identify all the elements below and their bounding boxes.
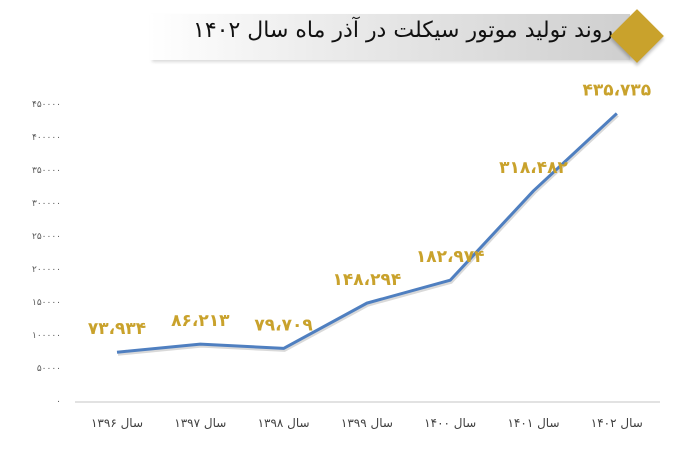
data-label: ۱۴۸،۲۹۴	[333, 270, 402, 290]
y-tick-label: ۳۰۰۰۰۰	[32, 199, 61, 209]
x-tick-label: سال ۱۴۰۰	[424, 416, 476, 430]
y-tick-label: ۴۵۰۰۰۰	[32, 100, 61, 110]
x-tick-label: سال ۱۳۹۶	[91, 416, 143, 430]
chart-title: روند تولید موتور سیکلت در آذر ماه سال ۱۴…	[193, 18, 613, 43]
series-line-shadow	[117, 114, 619, 356]
data-label: ۴۳۵،۷۳۵	[582, 80, 651, 100]
x-tick-label: سال ۱۳۹۹	[341, 416, 393, 430]
data-label: ۱۸۲،۹۷۴	[416, 247, 485, 267]
y-tick-label: ۲۰۰۰۰۰	[32, 265, 61, 275]
x-tick-label: سال ۱۴۰۲	[591, 416, 643, 430]
x-tick-label: سال ۱۴۰۱	[507, 416, 559, 430]
y-tick-label: ۴۰۰۰۰۰	[32, 133, 61, 143]
title-banner	[150, 14, 630, 60]
data-label: ۳۱۸،۴۸۲	[499, 158, 568, 178]
data-label: ۷۹،۷۰۹	[254, 315, 313, 335]
x-tick-label: سال ۱۳۹۸	[258, 416, 310, 430]
data-label: ۷۳،۹۳۴	[88, 319, 146, 339]
x-tick-label: سال ۱۳۹۷	[174, 416, 226, 430]
y-tick-label: ۱۰۰۰۰۰	[32, 331, 61, 341]
y-tick-label: ۱۵۰۰۰۰	[32, 298, 61, 308]
y-tick-label: ۲۵۰۰۰۰	[32, 232, 61, 242]
y-tick-label: ۳۵۰۰۰۰	[32, 166, 61, 176]
y-tick-label: ۰	[56, 397, 61, 407]
data-label: ۸۶،۲۱۳	[171, 311, 230, 331]
y-tick-label: ۵۰۰۰۰	[37, 364, 61, 374]
